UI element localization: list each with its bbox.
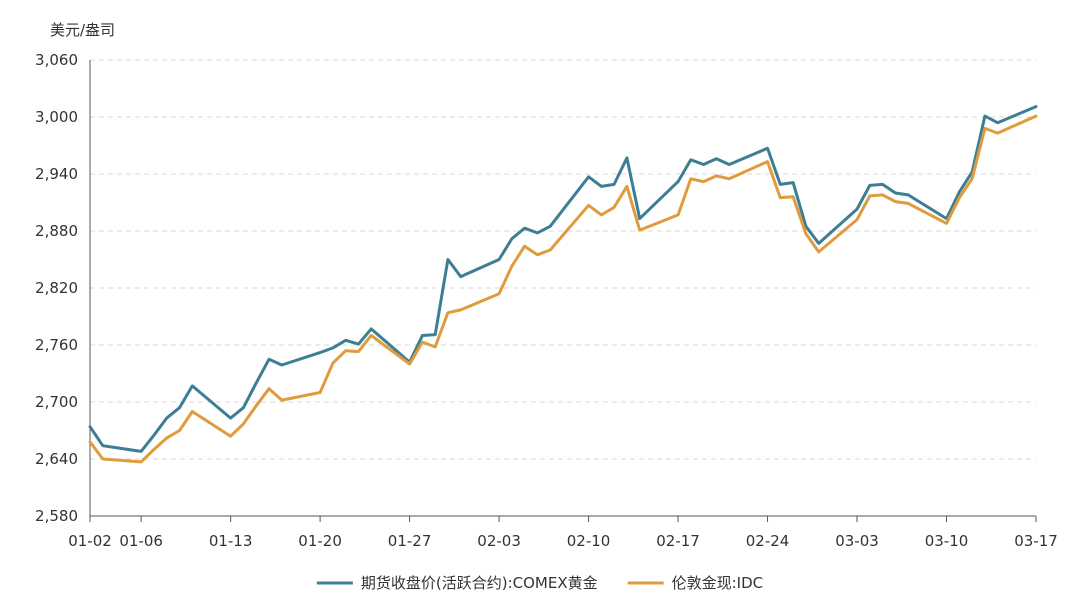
- y-tick-label: 2,640: [35, 450, 78, 468]
- x-tick-label: 01-27: [388, 532, 432, 550]
- y-tick-label: 3,060: [35, 51, 78, 69]
- grid-lines: [90, 59, 1036, 460]
- legend-label: 期货收盘价(活跃合约):COMEX黄金: [361, 574, 598, 592]
- x-tick-label: 01-06: [119, 532, 163, 550]
- y-tick-label: 2,940: [35, 165, 78, 183]
- legend-label: 伦敦金现:IDC: [672, 574, 764, 592]
- legend-item-1: 期货收盘价(活跃合约):COMEX黄金: [316, 574, 598, 592]
- x-tick-label: 03-03: [835, 532, 879, 550]
- y-tick-label: 3,000: [35, 108, 78, 126]
- x-tick-label: 02-17: [656, 532, 700, 550]
- legend: 期货收盘价(活跃合约):COMEX黄金 伦敦金现:IDC: [316, 574, 764, 592]
- x-tick-label: 03-17: [1014, 532, 1058, 550]
- y-tick-label: 2,820: [35, 279, 78, 297]
- y-tick-label: 2,880: [35, 222, 78, 240]
- x-tick-label: 01-02: [68, 532, 112, 550]
- x-tick-label: 02-10: [567, 532, 611, 550]
- axes: 2,580 2,640 2,700 2,760 2,820 2,880 2,940 3,000…: [35, 51, 1058, 550]
- x-tick-label: 02-03: [477, 532, 521, 550]
- legend-item-2: 伦敦金现:IDC: [627, 574, 764, 592]
- y-tick-label: 2,700: [35, 393, 78, 411]
- y-axis-unit-label: 美元/盎司: [50, 21, 115, 39]
- series-line-1: [88, 105, 1038, 453]
- x-tick-label: 01-20: [298, 532, 342, 550]
- y-tick-label: 2,760: [35, 336, 78, 354]
- x-tick-label: 02-24: [746, 532, 790, 550]
- x-tick-label: 01-13: [209, 532, 253, 550]
- x-tick-label: 03-10: [925, 532, 969, 550]
- series-line-2: [88, 114, 1038, 464]
- series-lines: [88, 105, 1038, 464]
- y-tick-label: 2,580: [35, 507, 78, 525]
